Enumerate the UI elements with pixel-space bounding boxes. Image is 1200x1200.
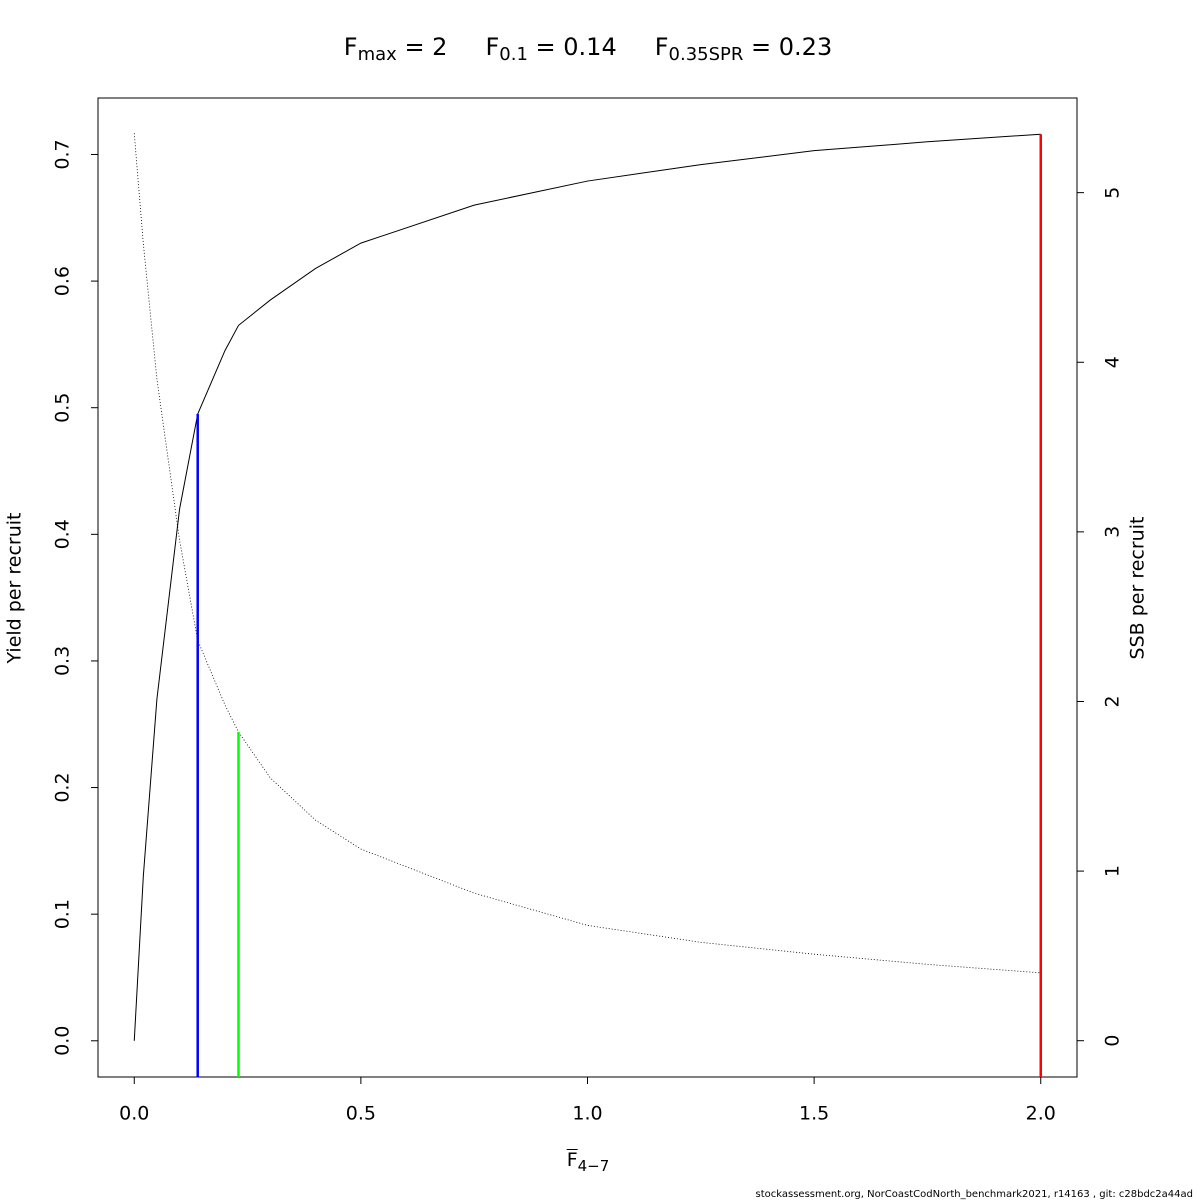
x-label-symbol: F bbox=[567, 1149, 578, 1171]
x-label-subscript: 4−7 bbox=[578, 1157, 610, 1175]
y2-tick-label: 1 bbox=[1102, 865, 1124, 877]
x-tick-label: 1.0 bbox=[572, 1103, 602, 1125]
footer: stockassessment.org, NorCoastCodNorth_be… bbox=[756, 1189, 1193, 1200]
y-tick-label: 0.3 bbox=[52, 646, 74, 676]
title-subscript: 0.35SPR bbox=[669, 44, 744, 65]
y2-tick-label: 2 bbox=[1102, 695, 1124, 707]
title-subscript: max bbox=[358, 44, 398, 65]
y2-tick-label: 3 bbox=[1102, 526, 1124, 538]
y-tick-label: 0.1 bbox=[52, 899, 74, 929]
x-axis-label: F4−7 bbox=[567, 1149, 610, 1175]
y-axis-label: Yield per recruit bbox=[4, 513, 26, 665]
title-symbol: F bbox=[344, 33, 358, 61]
title-value: = 2 bbox=[397, 33, 448, 61]
x-tick-label: 0.0 bbox=[119, 1103, 149, 1125]
y2-axis-label: SSB per recruit bbox=[1127, 517, 1149, 660]
title-value: = 0.14 bbox=[528, 33, 617, 61]
y2-tick-label: 5 bbox=[1102, 187, 1124, 199]
y-tick-label: 0.0 bbox=[52, 1026, 74, 1056]
title-symbol: F bbox=[485, 33, 499, 61]
y-tick-label: 0.2 bbox=[52, 772, 74, 802]
x-tick-label: 1.5 bbox=[799, 1103, 829, 1125]
title-value: = 0.23 bbox=[743, 33, 832, 61]
y-tick-label: 0.6 bbox=[52, 266, 74, 296]
y-tick-label: 0.5 bbox=[52, 393, 74, 423]
curve bbox=[133, 133, 1041, 1041]
title-subscript: 0.1 bbox=[499, 44, 528, 65]
curve bbox=[133, 133, 1041, 974]
x-tick-label: 2.0 bbox=[1026, 1103, 1056, 1125]
y2-tick-label: 0 bbox=[1102, 1035, 1124, 1047]
plot-box bbox=[97, 97, 1078, 1078]
title-symbol: F bbox=[655, 33, 669, 61]
y-tick-label: 0.4 bbox=[52, 519, 74, 549]
y-tick-label: 0.7 bbox=[52, 139, 74, 169]
y2-tick-label: 4 bbox=[1102, 356, 1124, 368]
chart-title: Fmax = 2 F0.1 = 0.14 F0.35SPR = 0.23 bbox=[344, 33, 832, 65]
x-tick-label: 0.5 bbox=[346, 1103, 376, 1125]
